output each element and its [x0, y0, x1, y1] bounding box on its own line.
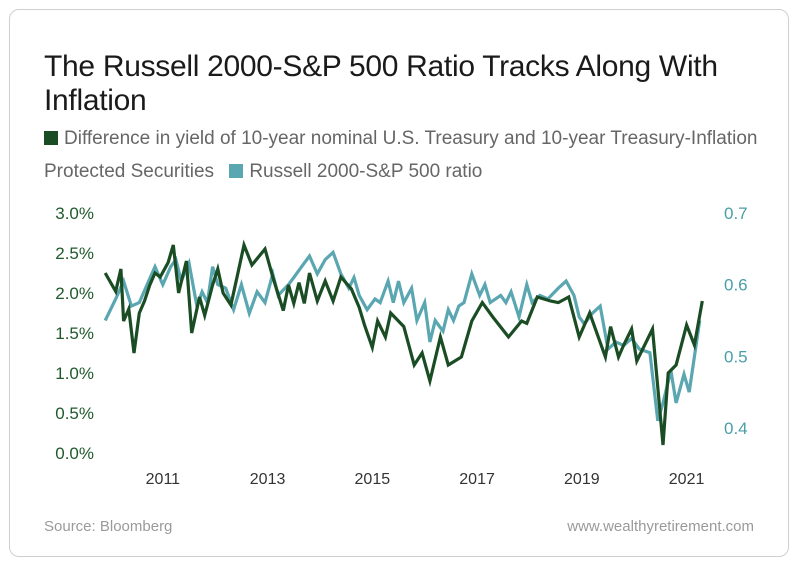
series-line-ratio	[103, 249, 702, 422]
legend-item-ratio: Russell 2000-S&P 500 ratio	[229, 161, 482, 182]
left-tick-label: 2.0%	[55, 284, 94, 303]
x-tick-label: 2015	[355, 471, 391, 488]
right-tick-label: 0.5	[724, 347, 748, 366]
right-axis-ticks: 0.4 0.5 0.6 0.7	[724, 204, 748, 438]
legend: Difference in yield of 10-year nominal U…	[44, 122, 764, 188]
x-axis-ticks: 2011 2013 2015 2017 2019 2021	[146, 471, 705, 488]
series-line-inflation	[103, 239, 704, 446]
source-note: Source: Bloomberg	[44, 518, 173, 535]
website-credit: www.wealthyretirement.com	[567, 518, 754, 535]
left-tick-label: 2.5%	[55, 244, 94, 263]
left-tick-label: 0.5%	[55, 404, 94, 423]
series-lines	[103, 239, 704, 446]
left-tick-label: 0.0%	[55, 444, 94, 463]
legend-swatch-ratio	[229, 164, 244, 178]
left-tick-label: 3.0%	[55, 204, 94, 223]
x-tick-label: 2019	[564, 471, 600, 488]
x-tick-label: 2017	[459, 471, 495, 488]
x-tick-label: 2011	[146, 471, 181, 488]
left-tick-label: 1.0%	[55, 364, 94, 383]
legend-label-inflation: Difference in yield of 10-year nominal U…	[44, 128, 758, 182]
chart-title: The Russell 2000-S&P 500 Ratio Tracks Al…	[44, 50, 718, 117]
right-tick-label: 0.4	[724, 419, 748, 438]
x-tick-label: 2013	[250, 471, 286, 488]
left-tick-label: 1.5%	[55, 324, 94, 343]
right-tick-label: 0.6	[724, 276, 748, 295]
x-tick-label: 2021	[669, 471, 705, 488]
legend-swatch-inflation	[44, 131, 58, 145]
legend-label-ratio: Russell 2000-S&P 500 ratio	[249, 161, 483, 182]
right-tick-label: 0.7	[724, 204, 748, 223]
legend-item-inflation: Difference in yield of 10-year nominal U…	[44, 128, 757, 182]
left-axis-ticks: 0.0% 0.5% 1.0% 1.5% 2.0% 2.5% 3.0%	[55, 204, 94, 463]
